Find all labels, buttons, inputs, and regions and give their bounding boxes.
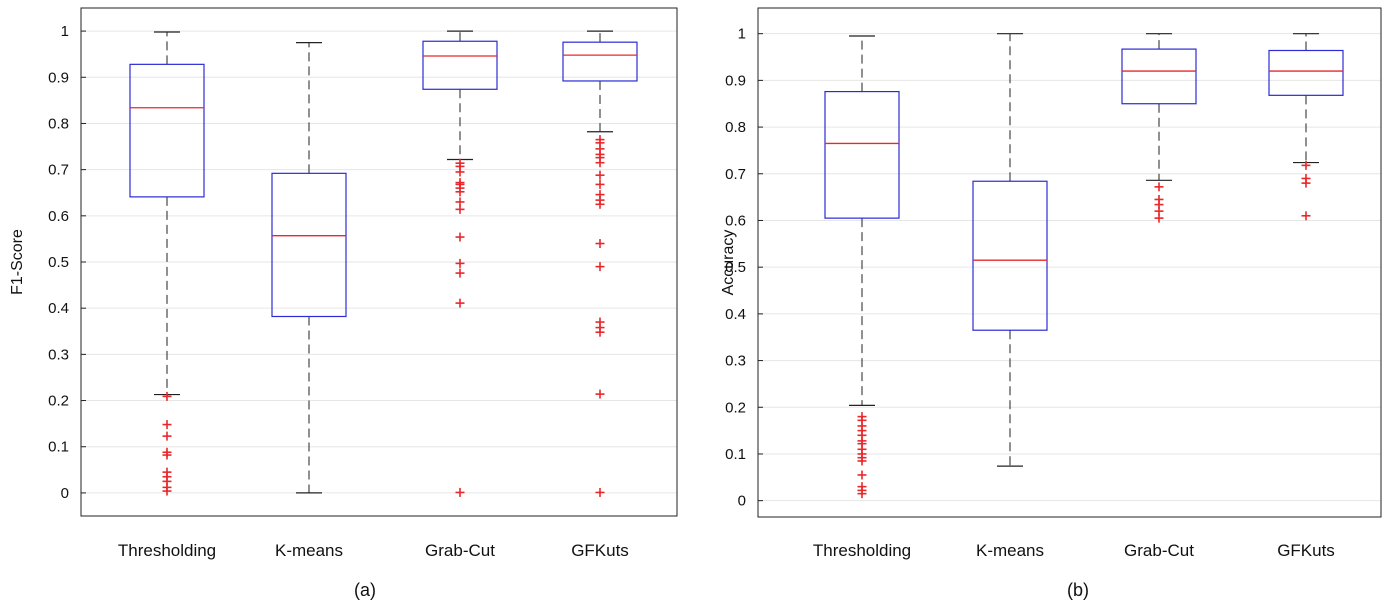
outlier-point bbox=[595, 239, 605, 249]
outlier-point bbox=[455, 187, 465, 197]
panel-label: (b) bbox=[1067, 580, 1089, 600]
iqr-box bbox=[1268, 49, 1344, 96]
y-tick-label: 0.4 bbox=[48, 300, 69, 317]
outlier-point bbox=[1301, 211, 1311, 221]
y-tick-label: 0.1 bbox=[725, 446, 746, 463]
outlier-point bbox=[455, 167, 465, 177]
outlier-point bbox=[162, 391, 172, 401]
outlier-point bbox=[1154, 213, 1164, 223]
y-tick-label: 0.2 bbox=[48, 393, 69, 410]
y-tick-label: 0.8 bbox=[48, 115, 69, 132]
y-tick-label: 0.6 bbox=[48, 208, 69, 225]
x-category-label: Thresholding bbox=[813, 541, 911, 560]
box-gfkuts bbox=[562, 30, 638, 497]
y-tick-label: 0.3 bbox=[725, 353, 746, 370]
outlier-point bbox=[1301, 178, 1311, 188]
iqr-box bbox=[271, 172, 347, 318]
outlier-point bbox=[595, 389, 605, 399]
panel-b: 0 0.1 0.2 0.3 0.4 0.5 0.6 0.7 0.8 0.9 1 Accuracy Thr… bbox=[720, 7, 1382, 600]
iqr-box bbox=[824, 90, 900, 219]
outlier-point bbox=[162, 431, 172, 441]
y-tick-label: 0 bbox=[61, 485, 69, 502]
outlier-point bbox=[1301, 160, 1311, 170]
x-category-label: Grab-Cut bbox=[1124, 541, 1194, 560]
y-tick-label: 0 bbox=[738, 493, 746, 510]
outlier-point bbox=[857, 489, 867, 499]
outlier-point bbox=[595, 199, 605, 209]
x-category-label: K-means bbox=[275, 541, 343, 560]
y-tick-label: 0.4 bbox=[725, 306, 746, 323]
box-k-means bbox=[972, 33, 1048, 467]
y-tick-label: 0.2 bbox=[725, 399, 746, 416]
box-thresholding bbox=[129, 31, 205, 496]
outlier-point bbox=[595, 170, 605, 180]
y-tick-label: 1 bbox=[738, 26, 746, 43]
outlier-point bbox=[455, 298, 465, 308]
y-tick-label: 1 bbox=[61, 23, 69, 40]
y-axis-label: F1-Score bbox=[9, 229, 26, 295]
outlier-point bbox=[162, 420, 172, 430]
outlier-point bbox=[455, 487, 465, 497]
outlier-point bbox=[162, 450, 172, 460]
box-grab-cut bbox=[422, 30, 498, 497]
iqr-box bbox=[562, 41, 638, 82]
y-tick-label: 0.1 bbox=[48, 439, 69, 456]
box-grab-cut bbox=[1121, 33, 1197, 223]
iqr-box bbox=[1121, 48, 1197, 105]
plot-frame bbox=[757, 7, 1382, 518]
iqr-box bbox=[422, 40, 498, 90]
y-tick-label: 0.9 bbox=[48, 69, 69, 86]
outlier-point bbox=[455, 268, 465, 278]
outlier-point bbox=[595, 158, 605, 168]
outlier-point bbox=[1154, 182, 1164, 192]
outlier-point bbox=[595, 327, 605, 337]
y-tick-label: 0.7 bbox=[725, 166, 746, 183]
y-tick-label: 0.3 bbox=[48, 346, 69, 363]
outlier-point bbox=[162, 486, 172, 496]
box-gfkuts bbox=[1268, 33, 1344, 221]
y-tick-label: 0.6 bbox=[725, 212, 746, 229]
x-category-label: Grab-Cut bbox=[425, 541, 495, 560]
iqr-box bbox=[972, 180, 1048, 331]
box-k-means bbox=[271, 42, 347, 494]
y-tick-label: 0.8 bbox=[725, 119, 746, 136]
outlier-point bbox=[455, 204, 465, 214]
y-tick-label: 0.5 bbox=[48, 254, 69, 271]
iqr-box bbox=[129, 63, 205, 198]
box-thresholding bbox=[824, 35, 900, 499]
outlier-point bbox=[857, 456, 867, 466]
x-category-label: GFKuts bbox=[1277, 541, 1335, 560]
outlier-point bbox=[595, 487, 605, 497]
x-category-label: GFKuts bbox=[571, 541, 629, 560]
outlier-point bbox=[455, 232, 465, 242]
outlier-point bbox=[455, 258, 465, 268]
outlier-point bbox=[595, 262, 605, 272]
panel-label: (a) bbox=[354, 580, 376, 600]
x-category-label: K-means bbox=[976, 541, 1044, 560]
x-category-label: Thresholding bbox=[118, 541, 216, 560]
y-tick-label: 0.9 bbox=[725, 72, 746, 89]
y-tick-label: 0.7 bbox=[48, 162, 69, 179]
panel-a: 0 0.1 0.2 0.3 0.4 0.5 0.6 0.7 0.8 0.9 1 F1-Score Thr… bbox=[9, 7, 678, 600]
outlier-point bbox=[595, 179, 605, 189]
outlier-point bbox=[857, 470, 867, 480]
y-tick-label: 0.5 bbox=[725, 259, 746, 276]
y-axis-label: Accuracy bbox=[720, 230, 737, 296]
